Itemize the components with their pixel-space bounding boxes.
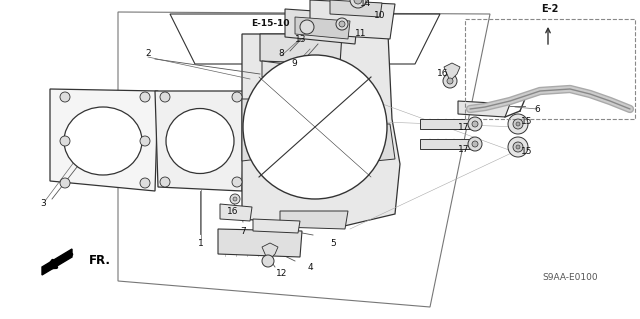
Text: 17: 17 <box>458 145 470 153</box>
Text: 6: 6 <box>534 105 540 114</box>
Polygon shape <box>42 249 72 275</box>
Circle shape <box>60 178 70 188</box>
Polygon shape <box>242 34 400 227</box>
Text: 16: 16 <box>437 70 449 78</box>
Text: S9AA-E0100: S9AA-E0100 <box>542 272 598 281</box>
Circle shape <box>516 145 520 149</box>
Circle shape <box>513 142 523 152</box>
Circle shape <box>443 74 457 88</box>
Text: E-15-10: E-15-10 <box>251 19 289 28</box>
Circle shape <box>262 255 274 267</box>
Polygon shape <box>420 119 475 129</box>
Circle shape <box>447 78 453 84</box>
Circle shape <box>516 122 520 126</box>
Circle shape <box>300 20 314 34</box>
Text: 4: 4 <box>307 263 313 272</box>
Circle shape <box>508 137 528 157</box>
Polygon shape <box>218 229 302 257</box>
Circle shape <box>160 177 170 187</box>
Text: 5: 5 <box>330 240 336 249</box>
Polygon shape <box>280 211 348 229</box>
Text: FR.: FR. <box>89 255 111 268</box>
Polygon shape <box>253 219 300 233</box>
Circle shape <box>243 55 387 199</box>
Polygon shape <box>310 0 395 39</box>
Polygon shape <box>242 99 258 161</box>
Circle shape <box>472 141 478 147</box>
Bar <box>465 19 635 119</box>
Circle shape <box>140 92 150 102</box>
Polygon shape <box>444 63 460 81</box>
Circle shape <box>508 114 528 134</box>
Circle shape <box>350 0 366 8</box>
Text: 15: 15 <box>521 147 532 157</box>
Polygon shape <box>330 0 382 17</box>
Ellipse shape <box>64 107 142 175</box>
Ellipse shape <box>166 108 234 174</box>
Circle shape <box>160 92 170 102</box>
Polygon shape <box>262 61 285 81</box>
Circle shape <box>140 136 150 146</box>
Polygon shape <box>370 124 395 161</box>
Text: 10: 10 <box>374 11 386 20</box>
Circle shape <box>60 92 70 102</box>
Polygon shape <box>220 204 252 221</box>
Circle shape <box>60 136 70 146</box>
Text: 13: 13 <box>295 34 307 43</box>
Circle shape <box>468 117 482 131</box>
Circle shape <box>232 177 242 187</box>
Text: 11: 11 <box>355 29 367 39</box>
Polygon shape <box>458 101 510 117</box>
Text: 2: 2 <box>145 49 151 58</box>
Polygon shape <box>295 17 350 39</box>
Text: 9: 9 <box>291 60 297 69</box>
Circle shape <box>140 178 150 188</box>
Text: 14: 14 <box>360 0 372 9</box>
Circle shape <box>472 121 478 127</box>
Polygon shape <box>262 243 278 261</box>
Text: 17: 17 <box>458 122 470 131</box>
Polygon shape <box>260 34 342 64</box>
Circle shape <box>230 194 240 204</box>
Text: E-2: E-2 <box>541 4 559 14</box>
Polygon shape <box>285 9 358 44</box>
Text: 3: 3 <box>40 199 46 209</box>
Circle shape <box>233 197 237 201</box>
Circle shape <box>339 21 345 27</box>
Polygon shape <box>420 139 475 149</box>
Polygon shape <box>50 89 158 191</box>
Text: 8: 8 <box>278 49 284 58</box>
Text: 15: 15 <box>521 117 532 127</box>
Circle shape <box>232 92 242 102</box>
Polygon shape <box>155 91 245 191</box>
Circle shape <box>354 0 362 4</box>
Text: 16: 16 <box>227 206 239 216</box>
Text: 7: 7 <box>240 226 246 235</box>
Circle shape <box>513 119 523 129</box>
Circle shape <box>468 137 482 151</box>
Text: 12: 12 <box>276 269 288 278</box>
Circle shape <box>336 18 348 30</box>
Text: 1: 1 <box>198 239 204 248</box>
